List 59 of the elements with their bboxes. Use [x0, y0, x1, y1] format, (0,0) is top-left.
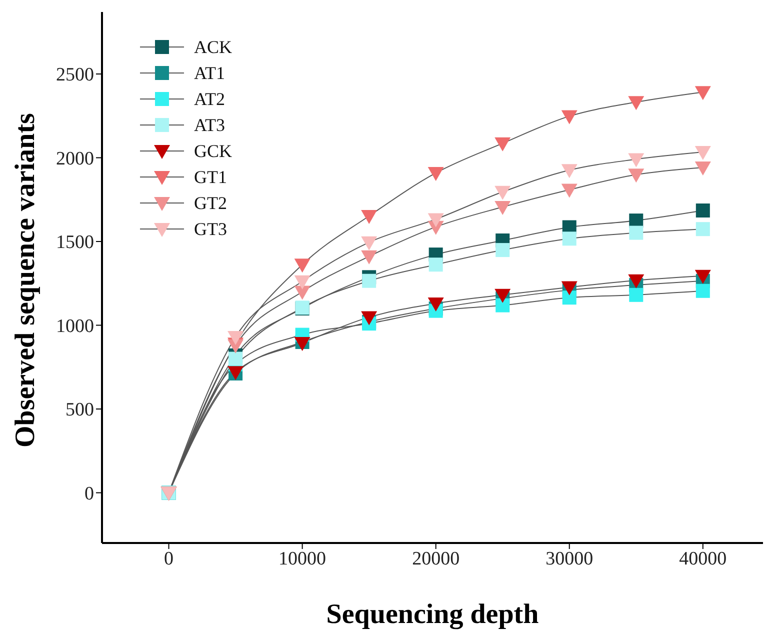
point — [628, 274, 644, 288]
legend-label: GT1 — [194, 166, 227, 188]
point — [562, 232, 576, 246]
legend-label: GT3 — [194, 218, 227, 240]
point — [694, 270, 711, 284]
point — [428, 166, 444, 181]
x-tick-label: 30000 — [546, 548, 594, 570]
point — [361, 250, 378, 264]
point — [496, 243, 510, 258]
y-axis-title: Observed sequence variants — [10, 112, 41, 448]
x-tick-label: 40000 — [679, 548, 727, 570]
y-tick-label: 1500 — [56, 232, 94, 254]
point — [428, 213, 444, 228]
point — [694, 146, 711, 160]
point — [629, 226, 644, 240]
point — [496, 298, 510, 312]
legend-label: AT1 — [194, 62, 225, 84]
point — [561, 164, 578, 178]
y-tick-label: 2000 — [56, 148, 94, 170]
point — [494, 200, 511, 215]
point — [628, 168, 644, 183]
point — [696, 284, 710, 298]
point — [361, 311, 378, 326]
legend-label: GCK — [194, 140, 232, 162]
point — [361, 210, 378, 224]
point — [696, 203, 710, 218]
point — [428, 258, 443, 272]
point — [494, 186, 511, 200]
point — [494, 137, 511, 152]
point — [362, 274, 376, 288]
point — [294, 258, 310, 273]
point — [629, 288, 644, 302]
point — [696, 222, 710, 236]
point — [428, 297, 444, 312]
point — [361, 236, 378, 250]
point — [228, 330, 244, 345]
point — [562, 290, 576, 305]
x-tick-label: 0 — [164, 548, 174, 570]
point — [694, 161, 711, 176]
x-axis-title: Sequencing depth — [326, 599, 540, 630]
point — [561, 184, 578, 198]
point — [294, 286, 310, 300]
point — [561, 110, 578, 124]
point — [628, 96, 644, 110]
y-tick-label: 0 — [84, 483, 94, 504]
point — [694, 86, 711, 100]
x-tick-label: 10000 — [278, 548, 326, 570]
y-tick-label: 1000 — [56, 316, 94, 337]
point — [294, 275, 310, 290]
legend-label: AT2 — [194, 88, 225, 110]
x-tick-label: 20000 — [412, 548, 460, 570]
point — [228, 352, 243, 366]
legend-label: GT2 — [194, 192, 227, 214]
y-tick-label: 500 — [66, 400, 94, 421]
y-tick-label: 2500 — [56, 64, 94, 86]
legend-label: ACK — [194, 36, 232, 58]
point — [628, 153, 644, 168]
point — [494, 288, 511, 303]
legend-label: AT3 — [194, 114, 225, 136]
